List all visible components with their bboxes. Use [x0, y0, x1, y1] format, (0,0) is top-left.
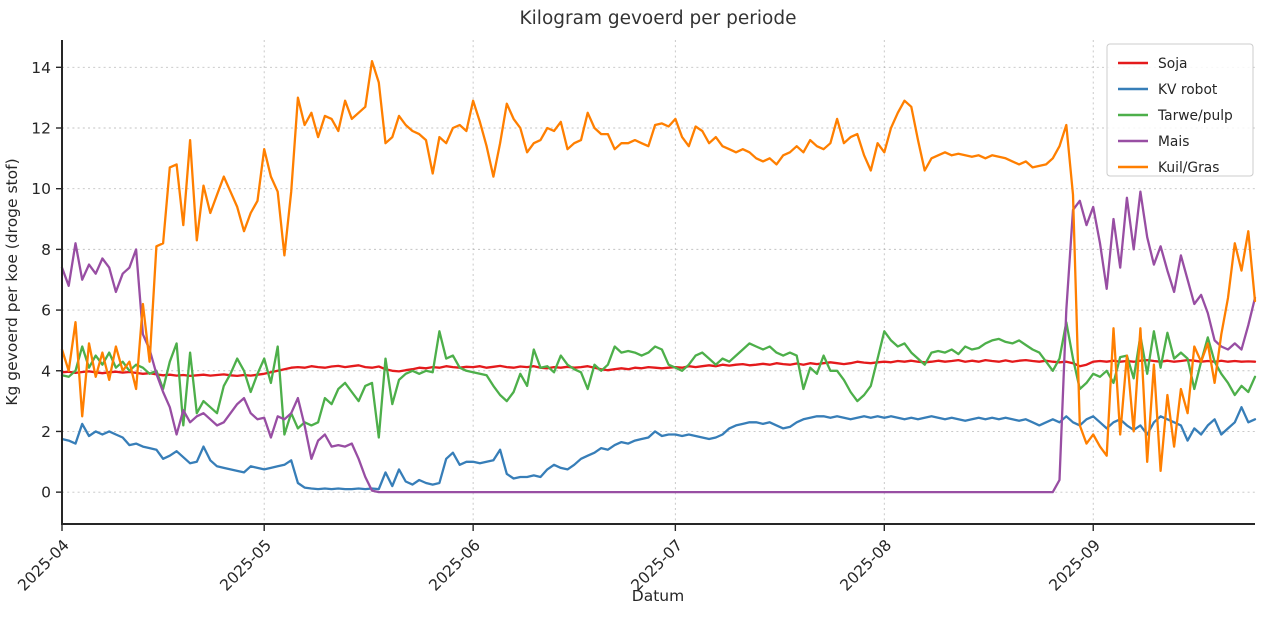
legend-label: Mais: [1158, 134, 1189, 150]
tick-labels: 0 2 4 6 8 10 12 14 2025-04 2025-05 2025-06 2025-07 2…: [14, 59, 1104, 595]
gridlines: [61, 40, 1255, 524]
legend-label: Tarwe/pulp: [1157, 108, 1233, 124]
y-tick-label: 4: [41, 362, 51, 380]
x-tick-label: 2025-08: [837, 536, 896, 595]
series-line-soja: [60, 358, 1257, 378]
legend-label: Kuil/Gras: [1158, 160, 1219, 176]
y-tick-label: 8: [41, 241, 51, 259]
y-tick-label: 2: [41, 423, 51, 441]
chart-title: Kilogram gevoerd per periode: [520, 8, 797, 29]
legend-entry: Soja: [1118, 56, 1188, 72]
legend-entry: KV robot: [1118, 82, 1218, 98]
y-tick-label: 14: [31, 59, 51, 77]
axes-spines-ticks: [56, 40, 1255, 531]
legend-label: KV robot: [1158, 82, 1218, 98]
x-tick-label: 2025-09: [1046, 536, 1105, 595]
legend-entry: Tarwe/pulp: [1118, 108, 1233, 124]
series-line-kuil-gras: [60, 60, 1257, 473]
x-axis-label: Datum: [632, 587, 684, 605]
legend-box: [1106, 43, 1254, 177]
legend-entry: Mais: [1118, 134, 1189, 150]
y-tick-label: 10: [31, 180, 51, 198]
series-line-tarwe-pulp: [60, 321, 1257, 439]
legend-label: Soja: [1158, 56, 1188, 72]
series-line-kv-robot: [60, 406, 1257, 491]
x-tick-label: 2025-04: [14, 536, 73, 595]
y-tick-label: 0: [41, 484, 51, 502]
series-line-mais: [60, 190, 1257, 494]
y-axis-label: Kg gevoerd per koe (droge stof): [3, 158, 21, 405]
x-tick-label: 2025-05: [217, 536, 276, 595]
legend: Soja KV robot Tarwe/pulp Mais Kuil/Gras: [1106, 43, 1254, 177]
x-tick-label: 2025-07: [628, 536, 687, 595]
legend-entry: Kuil/Gras: [1118, 160, 1219, 176]
y-tick-label: 6: [41, 302, 51, 320]
y-tick-label: 12: [31, 120, 51, 138]
x-tick-label: 2025-06: [425, 536, 484, 595]
series-lines: [60, 60, 1257, 494]
